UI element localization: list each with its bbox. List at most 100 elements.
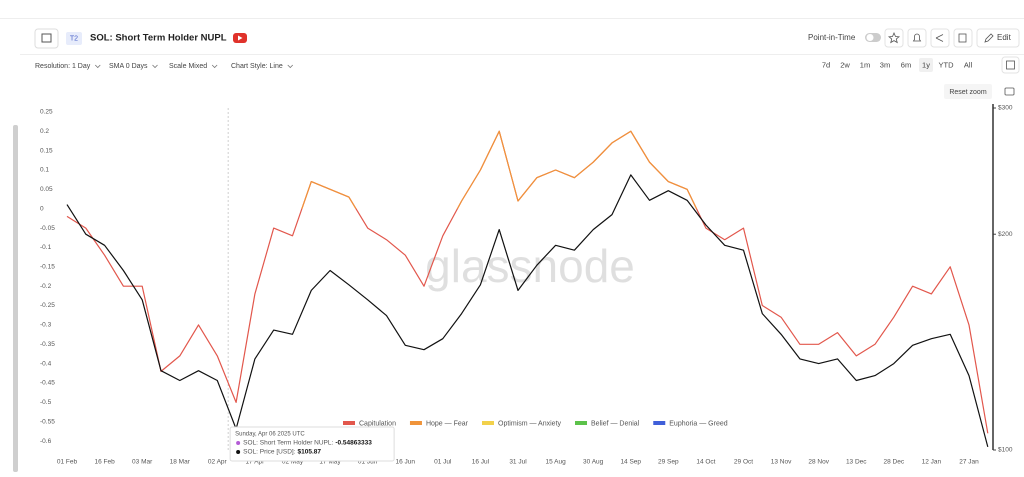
- calendar-button[interactable]: [1001, 56, 1020, 74]
- range-button[interactable]: 6m: [901, 60, 911, 69]
- y-tick-label: 0.2: [40, 128, 49, 135]
- x-tick-label: 12 Jan: [922, 459, 942, 466]
- dropdown-caret: [211, 64, 218, 69]
- x-tick-label: 16 Feb: [94, 459, 115, 466]
- point-in-time-label: Point-in-Time: [808, 33, 856, 42]
- x-tick-label: 15 Aug: [545, 459, 566, 466]
- toolbar-option[interactable]: SMA 0 Days: [109, 63, 148, 70]
- share-icon: [935, 34, 944, 42]
- range-button[interactable]: YTD: [939, 60, 955, 69]
- x-tick-label: 01 Jul: [434, 459, 452, 466]
- toolbar-option[interactable]: Resolution: 1 Day: [35, 63, 91, 70]
- dropdown-caret: [94, 64, 101, 69]
- y-tick-label: -0.45: [40, 380, 55, 387]
- y-tick-label: -0.1: [40, 244, 52, 251]
- x-tick-label: 28 Nov: [808, 459, 829, 466]
- legend-label: Capitulation: [359, 420, 396, 427]
- y2-tick-label: $300: [998, 105, 1013, 112]
- reset-zoom[interactable]: Reset zoom: [949, 89, 987, 96]
- y-tick-label: 0.15: [40, 147, 53, 154]
- toolbar-option[interactable]: Chart Style: Line: [231, 63, 283, 70]
- y-tick-label: -0.2: [40, 283, 52, 290]
- legend-label: Hope — Fear: [426, 420, 469, 427]
- toggle-knob: [866, 34, 874, 41]
- pencil-icon: [984, 33, 994, 43]
- x-tick-label: 18 Mar: [170, 459, 191, 466]
- range-button[interactable]: 3m: [880, 60, 890, 69]
- scrollbar: [13, 125, 18, 472]
- star-icon: [887, 31, 901, 44]
- y2-tick-label: $200: [998, 231, 1013, 238]
- x-tick-label: 02 Apr: [208, 459, 228, 466]
- y-tick-label: -0.55: [40, 418, 55, 425]
- x-tick-label: 29 Sep: [658, 459, 679, 466]
- x-tick-label: 01 Jun: [358, 459, 378, 466]
- y-tick-label: -0.05: [40, 225, 55, 232]
- x-tick-label: 01 Feb: [57, 459, 78, 466]
- bell-icon: [912, 33, 922, 42]
- legend-swatch: [575, 421, 588, 425]
- y2-tick-label: $100: [998, 447, 1013, 454]
- x-tick-label: 28 Dec: [884, 459, 905, 466]
- y-tick-label: -0.5: [40, 399, 52, 406]
- x-tick-label: 27 Jan: [959, 459, 979, 466]
- x-tick-label: 02 May: [282, 459, 304, 466]
- tooltip-date: Sunday, Apr 06 2025 UTC: [235, 432, 305, 438]
- x-tick-label: 17 May: [319, 459, 341, 466]
- y-tick-label: -0.15: [40, 264, 55, 271]
- copy-button[interactable]: [953, 28, 973, 48]
- tier-text: T2: [70, 35, 78, 42]
- dropdown-caret: [287, 64, 294, 69]
- edit-button[interactable]: [976, 28, 1020, 48]
- alert-button[interactable]: [907, 28, 927, 48]
- tier-badge: [66, 32, 82, 45]
- tooltip-dot: [236, 441, 241, 445]
- range-button[interactable]: 1m: [860, 60, 870, 69]
- watermark: glassnode: [425, 240, 635, 292]
- dropdown-caret: [152, 64, 158, 69]
- share-button[interactable]: [930, 28, 950, 48]
- top-border: [0, 18, 1024, 19]
- tooltip-value: -0.54863333: [335, 440, 372, 447]
- y-tick-label: -0.6: [40, 438, 52, 445]
- sidebar-icon: [41, 33, 52, 43]
- tooltip-dot: [236, 450, 241, 454]
- divider: [20, 54, 1024, 55]
- play-icon: [238, 35, 243, 41]
- y-tick-label: -0.35: [40, 341, 55, 348]
- edit-label: Edit: [997, 33, 1012, 42]
- y-tick-label: 0.1: [40, 167, 49, 174]
- legend-swatch: [343, 421, 355, 425]
- x-tick-label: 13 Nov: [771, 459, 792, 466]
- range-button[interactable]: 1y: [922, 60, 930, 69]
- toolbar-option[interactable]: Scale Mixed: [169, 63, 207, 70]
- range-button[interactable]: All: [964, 60, 973, 69]
- reset-zoom-button[interactable]: [944, 84, 992, 99]
- star-button[interactable]: [884, 28, 904, 48]
- legend-label: Euphoria — Greed: [669, 420, 727, 427]
- sidebar-button[interactable]: [34, 28, 59, 49]
- y-tick-label: 0.05: [40, 186, 53, 193]
- y-tick-label: 0.25: [40, 109, 53, 116]
- x-tick-label: 16 Jun: [395, 459, 415, 466]
- y-tick-label: -0.3: [40, 322, 52, 329]
- x-tick-label: 17 Apr: [246, 459, 266, 466]
- range-button[interactable]: 7d: [822, 60, 830, 69]
- x-tick-label: 14 Sep: [620, 459, 641, 466]
- tooltip-value: $105.87: [298, 449, 322, 456]
- range-button[interactable]: 2w: [840, 60, 850, 69]
- toolbar: Resolution: 1 Day SMA 0 Days Scale Mixed Ch…: [35, 56, 1020, 99]
- camera-icon[interactable]: [1004, 87, 1015, 96]
- legend-swatch: [409, 421, 422, 425]
- series-line: [66, 174, 989, 448]
- chart-title: SOL: Short Term Holder NUPL: [90, 33, 227, 44]
- legend-label: Belief — Denial: [591, 420, 640, 427]
- series-line: [301, 130, 698, 209]
- tooltip-label: SOL: Short Term Holder NUPL:: [243, 440, 333, 447]
- x-tick-label: 14 Oct: [696, 459, 715, 466]
- legend-swatch: [482, 421, 494, 425]
- x-tick-label: 13 Dec: [846, 459, 867, 466]
